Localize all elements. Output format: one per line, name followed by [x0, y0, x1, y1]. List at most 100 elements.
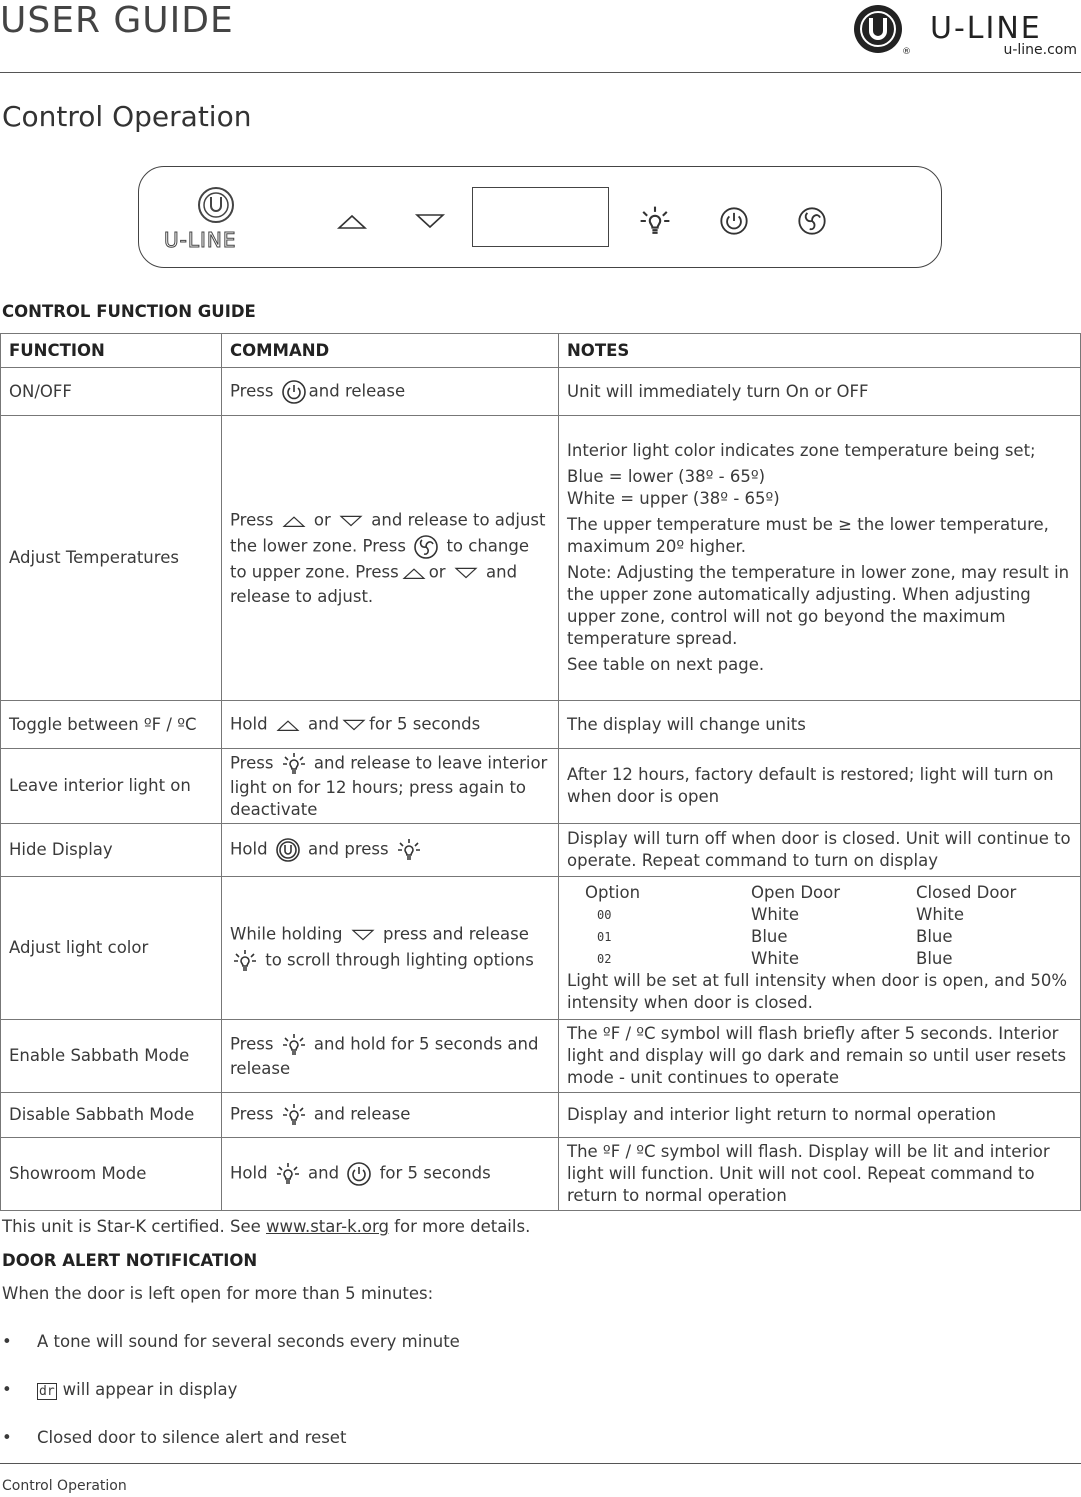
light-option-header: Option	[585, 883, 641, 902]
text: and hold for 5 seconds and release	[230, 1034, 539, 1079]
light-options-table: Option Open Door Closed Door 00 White White 01…	[567, 882, 1072, 970]
table-row: Hide Display Hold and press Display will …	[0, 823, 1081, 877]
text: or	[308, 510, 337, 530]
door-alert-heading: DOOR ALERT NOTIFICATION	[2, 1251, 258, 1270]
down-arrow-icon	[350, 922, 376, 948]
light-icon	[281, 751, 307, 777]
text: The ºF / ºC symbol will flash briefly af…	[567, 1024, 1067, 1087]
text: and release to adjust the lower zone. Pr…	[230, 510, 546, 556]
table-row: Leave interior light on Press and release…	[0, 748, 1081, 824]
notes-cell: The ºF / ºC symbol will flash. Display w…	[558, 1137, 1081, 1211]
text: The ºF / ºC symbol will flash. Display w…	[567, 1142, 1050, 1205]
text: The display will change units	[567, 714, 806, 734]
text: Display will turn off when door is close…	[567, 829, 1071, 870]
panel-u-line-logo: U-LINE	[164, 187, 237, 251]
notes-cell: After 12 hours, factory default is resto…	[558, 748, 1081, 824]
section-title: Control Operation	[2, 100, 252, 133]
panel-light-button[interactable]	[638, 204, 672, 238]
light-option-cell: 01	[597, 930, 612, 944]
up-arrow-icon	[281, 508, 307, 534]
table-row: Disable Sabbath Mode Press and release Dis…	[0, 1092, 1081, 1138]
star-k-note: This unit is Star-K certified. See www.s…	[2, 1217, 531, 1236]
note-paragraph: Note: Adjusting the temperature in lower…	[567, 563, 1070, 648]
command-cell: Hold and press	[221, 823, 559, 877]
footer-divider	[0, 1463, 1081, 1464]
notes-cell: Interior light color indicates zone temp…	[558, 415, 1081, 701]
command-cell: Press or and release to adjust the lower…	[221, 415, 559, 701]
bullet-item: Closed door to silence alert and reset	[0, 1428, 346, 1447]
power-icon	[281, 379, 307, 405]
u-line-logo-icon	[275, 837, 301, 863]
notes-cell: The ºF / ºC symbol will flash briefly af…	[558, 1019, 1081, 1093]
light-option-header: Open Door	[751, 883, 840, 902]
footer-text: Control Operation	[2, 1478, 127, 1494]
command-cell: Hold and for 5 seconds	[221, 1137, 559, 1211]
command-cell: Press and release	[221, 367, 559, 416]
u-line-logo: ® U-LINE u-line.com	[854, 5, 1077, 58]
notes-cell: The display will change units	[558, 700, 1081, 749]
note-paragraph: Blue = lower (38º - 65º) White = upper (…	[567, 467, 780, 508]
text: Press	[230, 510, 279, 530]
command-cell: Press and release to leave interior ligh…	[221, 748, 559, 824]
light-option-cell: Blue	[916, 949, 953, 968]
panel-fan-button[interactable]	[797, 206, 827, 236]
light-option-cell: White	[751, 905, 799, 924]
note-paragraph: See table on next page.	[567, 655, 765, 674]
text: for 5 seconds	[369, 714, 481, 733]
control-function-table: FUNCTION COMMAND NOTES ON/OFF Press and r…	[0, 333, 1081, 1211]
header-command: COMMAND	[221, 333, 559, 368]
svg-text:U-LINE: U-LINE	[164, 228, 237, 251]
text: Display and interior light return to nor…	[567, 1105, 997, 1124]
page-header-title: USER GUIDE	[0, 0, 234, 41]
text: Press	[230, 381, 279, 400]
panel-down-button[interactable]	[413, 208, 447, 234]
text: While holding	[230, 924, 348, 944]
notes-cell: Display and interior light return to nor…	[558, 1092, 1081, 1138]
panel-power-button[interactable]	[719, 206, 749, 236]
down-arrow-icon	[453, 560, 479, 586]
table-row: Adjust Temperatures Press or and release …	[0, 415, 1081, 701]
down-arrow-icon	[338, 508, 364, 534]
text: Unit will immediately turn On or OFF	[567, 381, 869, 401]
panel-display	[472, 187, 609, 247]
door-alert-intro: When the door is left open for more than…	[2, 1284, 434, 1303]
down-arrow-icon	[341, 712, 367, 738]
text: press and release	[377, 924, 529, 944]
function-cell: Adjust Temperatures	[0, 415, 222, 701]
text: and release to leave interior light on f…	[230, 753, 548, 820]
svg-text:u-line.com: u-line.com	[1003, 42, 1077, 58]
light-icon	[281, 1102, 307, 1128]
function-cell: Showroom Mode	[0, 1137, 222, 1211]
notes-cell: Display will turn off when door is close…	[558, 823, 1081, 877]
control-panel	[138, 166, 942, 268]
light-option-header: Closed Door	[916, 883, 1017, 902]
header-notes: NOTES	[558, 333, 1081, 368]
text: and	[302, 1163, 345, 1183]
header-function: FUNCTION	[0, 333, 222, 368]
text: and	[302, 714, 340, 733]
function-cell: Toggle between ºF / ºC	[0, 700, 222, 749]
light-option-cell: White	[751, 949, 799, 968]
text: Hold	[230, 714, 273, 733]
text: to scroll through lighting options	[260, 950, 534, 970]
notes-cell: Option Open Door Closed Door 00 White White 01…	[558, 876, 1081, 1020]
text: Hold	[230, 839, 273, 859]
light-icon	[396, 837, 422, 863]
function-cell: Hide Display	[0, 823, 222, 877]
panel-up-button[interactable]	[335, 208, 369, 234]
light-option-cell: Blue	[751, 927, 788, 946]
command-cell: Hold and for 5 seconds	[221, 700, 559, 749]
command-cell: Press and hold for 5 seconds and release	[221, 1019, 559, 1093]
text: for 5 seconds	[374, 1163, 491, 1183]
command-cell: Press and release	[221, 1092, 559, 1138]
bullet-item: A tone will sound for several seconds ev…	[0, 1332, 460, 1351]
up-arrow-icon	[401, 560, 427, 586]
header-divider	[0, 72, 1081, 73]
star-k-link[interactable]: www.star-k.org	[266, 1217, 389, 1236]
light-option-cell: White	[916, 905, 964, 924]
table-row: Showroom Mode Hold and for 5 seconds The º…	[0, 1137, 1081, 1211]
text: After 12 hours, factory default is resto…	[567, 765, 1054, 806]
text: and release to adjust.	[230, 562, 518, 607]
light-icon	[281, 1032, 307, 1058]
